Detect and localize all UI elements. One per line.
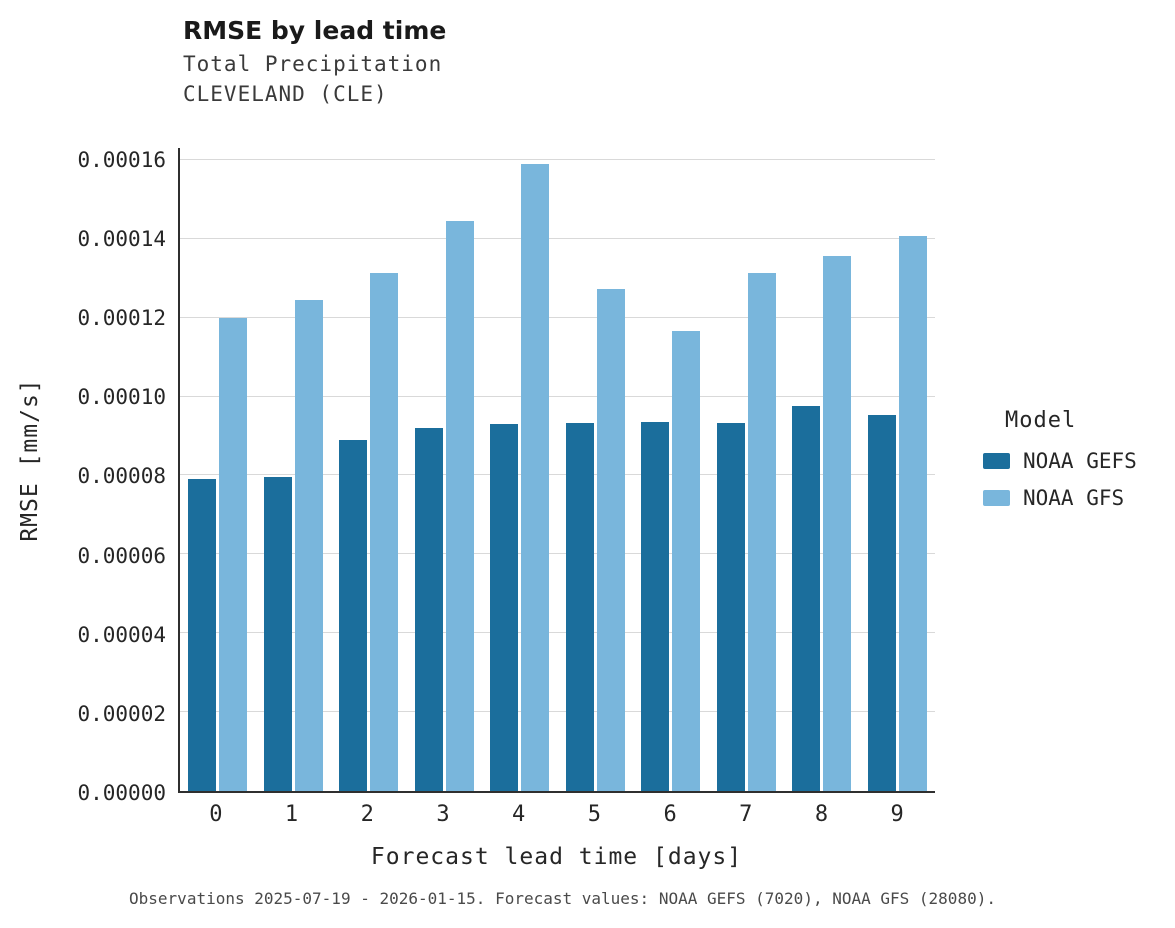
- bar-noaa-gfs-day7: [747, 273, 776, 791]
- bar-noaa-gfs-day0: [219, 317, 248, 791]
- y-tick-label: 0.00008: [77, 464, 166, 489]
- bar-group-day7: [709, 148, 785, 791]
- bar-noaa-gfs-day4: [521, 163, 550, 791]
- legend-label: NOAA GEFS: [1023, 449, 1137, 473]
- y-tick-label: 0.00010: [77, 385, 166, 410]
- bar-group-day5: [558, 148, 634, 791]
- legend: Model NOAA GEFS NOAA GFS: [983, 408, 1137, 523]
- bar-group-day2: [331, 148, 407, 791]
- bar-noaa-gefs-day8: [792, 406, 821, 791]
- legend-label: NOAA GFS: [1023, 486, 1125, 510]
- plot-area: [178, 148, 935, 793]
- y-axis-tick-labels: 0.00000 0.00002 0.00004 0.00006 0.00008 0.000…: [48, 147, 166, 805]
- bar-group-day3: [407, 148, 483, 791]
- legend-items: NOAA GEFS NOAA GFS: [983, 449, 1137, 510]
- gridline: [180, 553, 935, 555]
- y-axis-label: RMSE [mm/s]: [17, 378, 43, 542]
- bar-group-day1: [256, 148, 332, 791]
- bar-noaa-gefs-day0: [188, 479, 217, 791]
- bar-noaa-gefs-day1: [263, 477, 292, 791]
- gridline: [180, 395, 935, 397]
- gridline: [180, 711, 935, 713]
- bar-noaa-gfs-day2: [370, 273, 399, 791]
- y-tick-label: 0.00004: [77, 622, 166, 647]
- bar-noaa-gfs-day5: [596, 289, 625, 791]
- bar-group-day4: [482, 148, 558, 791]
- x-tick-label-1: 1: [284, 802, 299, 827]
- legend-title: Model: [1005, 408, 1077, 433]
- x-tick-label-7: 7: [739, 802, 753, 827]
- chart-title: RMSE by lead time: [183, 16, 447, 45]
- y-tick-label: 0.00006: [77, 543, 166, 568]
- chart-subtitle-variable: Total Precipitation: [183, 52, 443, 76]
- x-tick-label-5: 5: [587, 802, 601, 827]
- bar-noaa-gfs-day8: [823, 256, 852, 791]
- legend-swatch: [983, 453, 1010, 469]
- gridline: [180, 474, 935, 476]
- bar-group-day6: [633, 148, 709, 791]
- y-tick-label: 0.00012: [77, 306, 166, 331]
- y-tick-label: 0.00014: [77, 227, 166, 252]
- bar-noaa-gefs-day7: [716, 422, 745, 791]
- gridline: [180, 237, 935, 239]
- x-tick-label-4: 4: [512, 802, 526, 827]
- chart-subtitle-station: CLEVELAND (CLE): [183, 82, 388, 106]
- x-tick-label-2: 2: [360, 802, 374, 827]
- x-tick-label-0: 0: [209, 802, 223, 827]
- bar-group-day9: [860, 148, 936, 791]
- legend-item-noaa-gfs: NOAA GFS: [983, 486, 1137, 510]
- y-tick-label: 0.00000: [77, 781, 166, 805]
- bar-noaa-gfs-day3: [445, 220, 474, 791]
- bar-noaa-gfs-day9: [898, 235, 927, 791]
- bar-noaa-gefs-day3: [414, 428, 443, 791]
- x-tick-label-6: 6: [663, 802, 677, 827]
- x-tick-label-9: 9: [890, 802, 904, 827]
- legend-swatch: [983, 490, 1010, 506]
- caption-note: Observations 2025-07-19 - 2026-01-15. Fo…: [129, 889, 996, 908]
- bar-noaa-gefs-day9: [867, 415, 896, 791]
- y-tick-label: 0.00016: [77, 147, 166, 172]
- legend-item-noaa-gefs: NOAA GEFS: [983, 449, 1137, 473]
- bar-noaa-gfs-day6: [672, 330, 701, 791]
- bar-noaa-gefs-day6: [641, 421, 670, 791]
- bar-noaa-gefs-day4: [490, 424, 519, 791]
- x-tick-label-3: 3: [436, 802, 450, 827]
- gridline: [180, 632, 935, 634]
- bar-group-day8: [784, 148, 860, 791]
- x-axis-tick-labels: 0 1 2 3 4 5 6 7 8 9: [178, 802, 935, 827]
- x-tick-label-8: 8: [814, 802, 829, 827]
- y-tick-label: 0.00002: [77, 701, 166, 726]
- bar-noaa-gefs-day2: [339, 439, 368, 791]
- gridline: [180, 316, 935, 318]
- gridline: [180, 158, 935, 160]
- bar-noaa-gfs-day1: [294, 299, 323, 791]
- bar-noaa-gefs-day5: [565, 423, 594, 791]
- x-axis-label: Forecast lead time [days]: [370, 844, 743, 870]
- bar-group-day0: [180, 148, 256, 791]
